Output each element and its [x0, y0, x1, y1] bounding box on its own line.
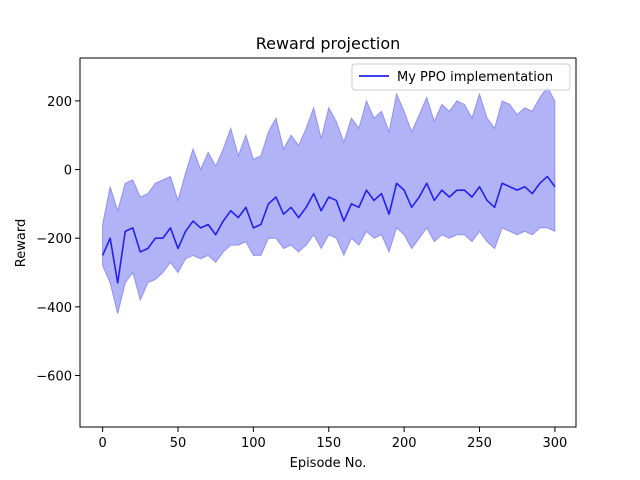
y-tick-label: 0: [64, 164, 72, 179]
chart-title: Reward projection: [256, 34, 401, 53]
y-tick-label: −200: [36, 232, 72, 247]
x-tick-label: 100: [241, 436, 266, 451]
y-tick-label: 200: [47, 95, 72, 110]
y-axis: −600 −400 −200 0 200: [36, 95, 80, 385]
x-tick-label: 250: [467, 436, 492, 451]
x-tick-label: 0: [98, 436, 106, 451]
x-axis-title: Episode No.: [290, 456, 367, 471]
x-axis: 0 50 100 150 200 250 300: [98, 427, 567, 451]
legend: My PPO implementation: [351, 63, 571, 91]
plot-area: [101, 86, 556, 314]
x-tick-label: 200: [392, 436, 417, 451]
series-0-std-band: [102, 86, 556, 314]
x-tick-label: 150: [316, 436, 341, 451]
y-tick-label: −600: [36, 370, 72, 385]
y-axis-title: Reward: [14, 219, 29, 267]
legend-label: My PPO implementation: [397, 70, 553, 85]
axes-frame: [79, 57, 577, 428]
y-tick-label: −400: [36, 301, 72, 316]
x-tick-label: 300: [542, 436, 567, 451]
series-0-mean-line: [101, 175, 556, 284]
x-tick-label: 50: [170, 436, 187, 451]
legend-box: [351, 63, 571, 91]
